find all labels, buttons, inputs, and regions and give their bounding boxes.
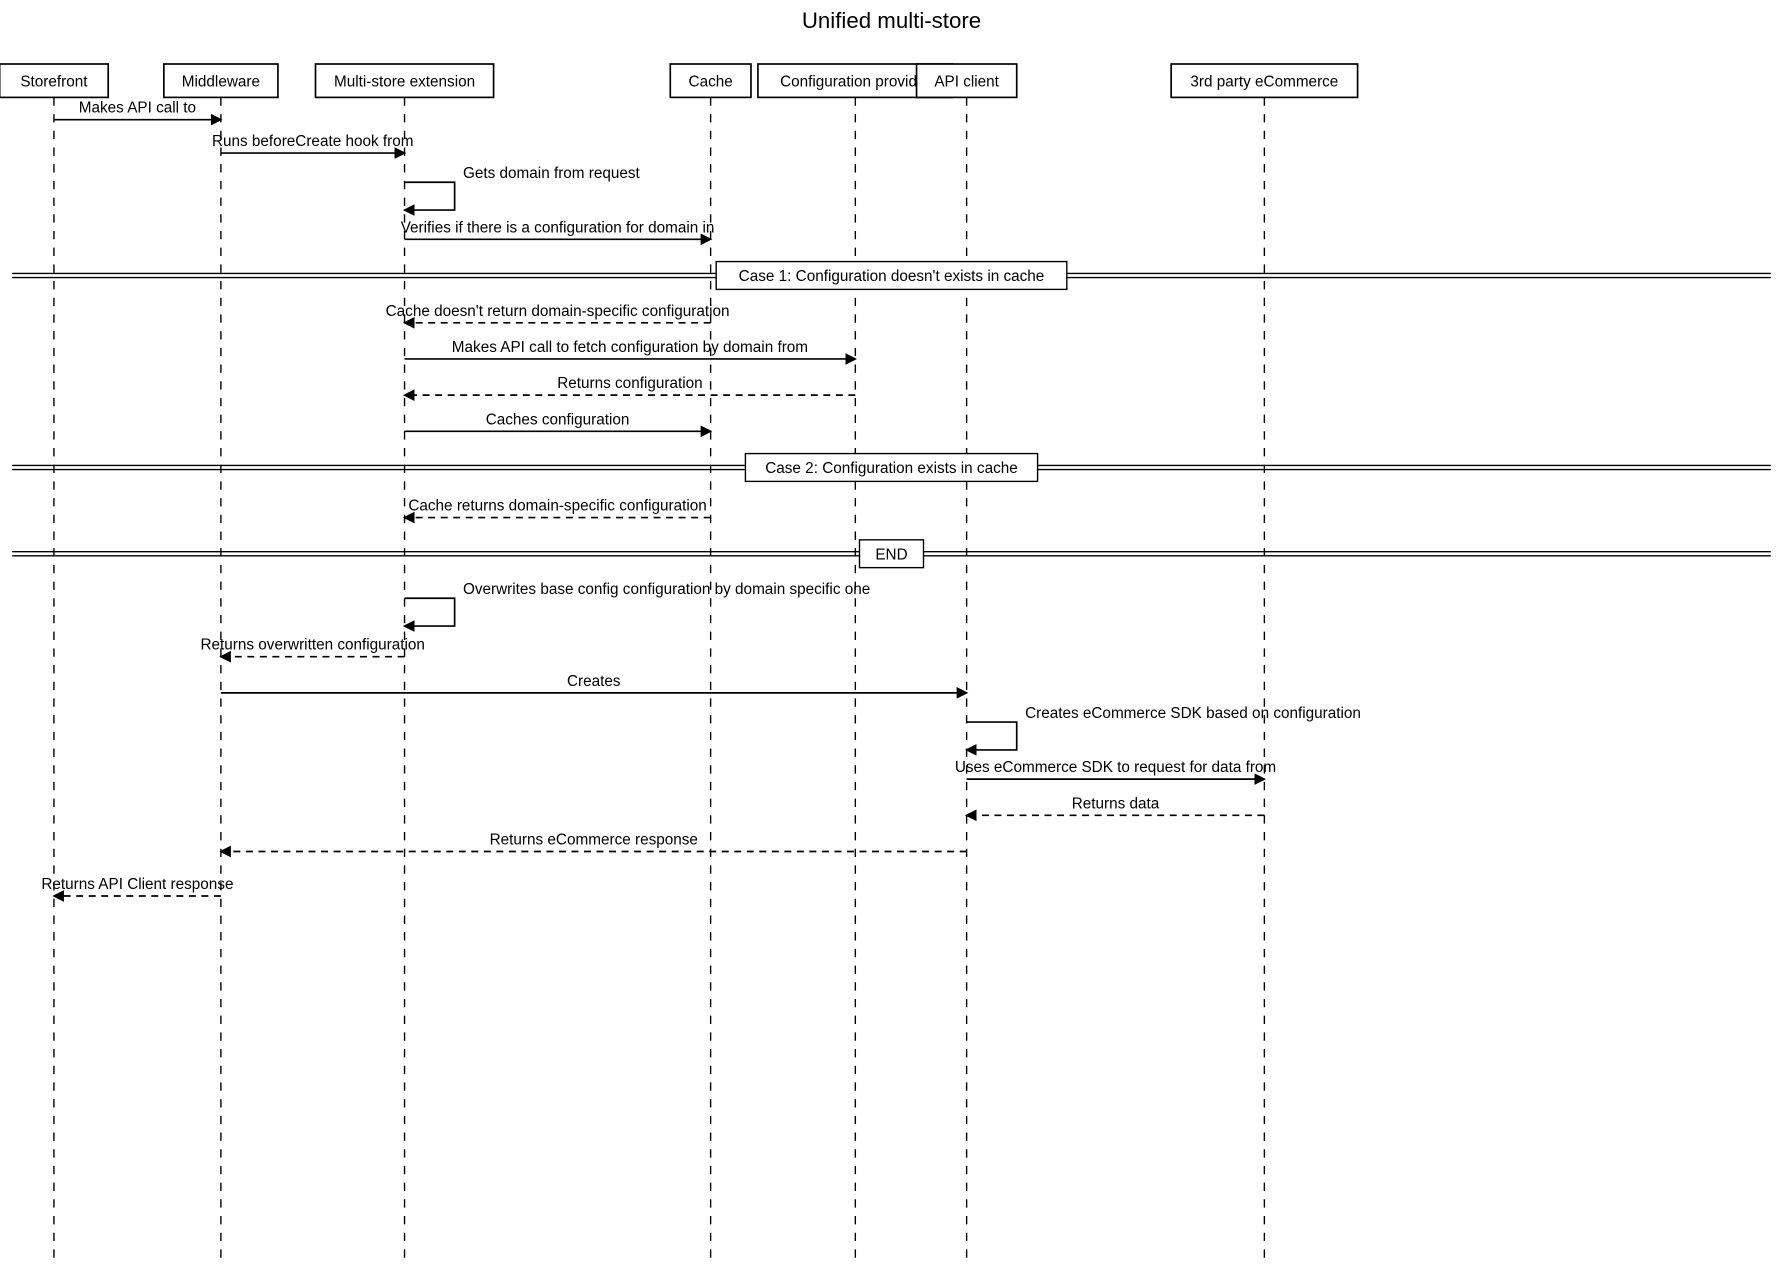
participant-box: Cache [670, 64, 751, 97]
divider-label: Case 2: Configuration exists in cache [765, 460, 1018, 477]
message-label: Creates eCommerce SDK based on configura… [1025, 705, 1361, 722]
message-label: Overwrites base config configuration by … [463, 581, 870, 598]
message-label: Runs beforeCreate hook from [212, 133, 414, 150]
message-arrow: Makes API call to [54, 100, 221, 120]
message-arrow: Uses eCommerce SDK to request for data f… [955, 759, 1276, 779]
message-label: Returns API Client response [41, 876, 233, 893]
message-arrow: Makes API call to fetch configuration by… [405, 339, 856, 359]
divider-label: Case 1: Configuration doesn't exists in … [739, 268, 1045, 285]
message-label: Returns eCommerce response [490, 832, 698, 849]
participant-box: Middleware [164, 64, 278, 97]
participant-box: 3rd party eCommerce [1171, 64, 1357, 97]
sequence-diagram: Unified multi-store Storefront Middleware M… [0, 0, 1783, 1285]
message-label: Cache returns domain-specific configurat… [408, 498, 706, 515]
diagram-title: Unified multi-store [802, 8, 981, 33]
participant-box: Multi-store extension [316, 64, 494, 97]
participant-box: Storefront [0, 64, 108, 97]
message-label: Returns data [1072, 795, 1160, 812]
participant-box: API client [917, 64, 1017, 97]
participant-label: Configuration provider [780, 73, 931, 90]
message-label: Returns configuration [557, 375, 702, 392]
message-arrow: Cache doesn't return domain-specific con… [386, 303, 730, 323]
message-label: Returns overwritten configuration [200, 637, 424, 654]
participant-label: 3rd party eCommerce [1190, 73, 1338, 90]
message-arrow: Returns API Client response [41, 876, 233, 896]
message-label: Verifies if there is a configuration for… [401, 219, 715, 236]
message-label: Caches configuration [486, 411, 630, 428]
message-label: Gets domain from request [463, 165, 641, 182]
participant-label: Storefront [20, 73, 88, 90]
message-arrow: Runs beforeCreate hook from [212, 133, 414, 153]
sequence-diagram-svg: Unified multi-store Storefront Middleware M… [0, 0, 1783, 1280]
message-label: Cache doesn't return domain-specific con… [386, 303, 730, 320]
message-arrow: Verifies if there is a configuration for… [401, 219, 715, 239]
participant-label: Cache [689, 73, 733, 90]
divider-label: END [875, 546, 907, 563]
participant-label: Multi-store extension [334, 73, 475, 90]
message-arrow: Cache returns domain-specific configurat… [405, 498, 711, 518]
participant-label: API client [934, 73, 999, 90]
participant-label: Middleware [182, 73, 260, 90]
message-arrow: Returns overwritten configuration [200, 637, 424, 657]
message-label: Uses eCommerce SDK to request for data f… [955, 759, 1276, 776]
message-label: Creates [567, 673, 621, 690]
message-label: Makes API call to fetch configuration by… [452, 339, 808, 356]
message-label: Makes API call to [79, 100, 196, 117]
